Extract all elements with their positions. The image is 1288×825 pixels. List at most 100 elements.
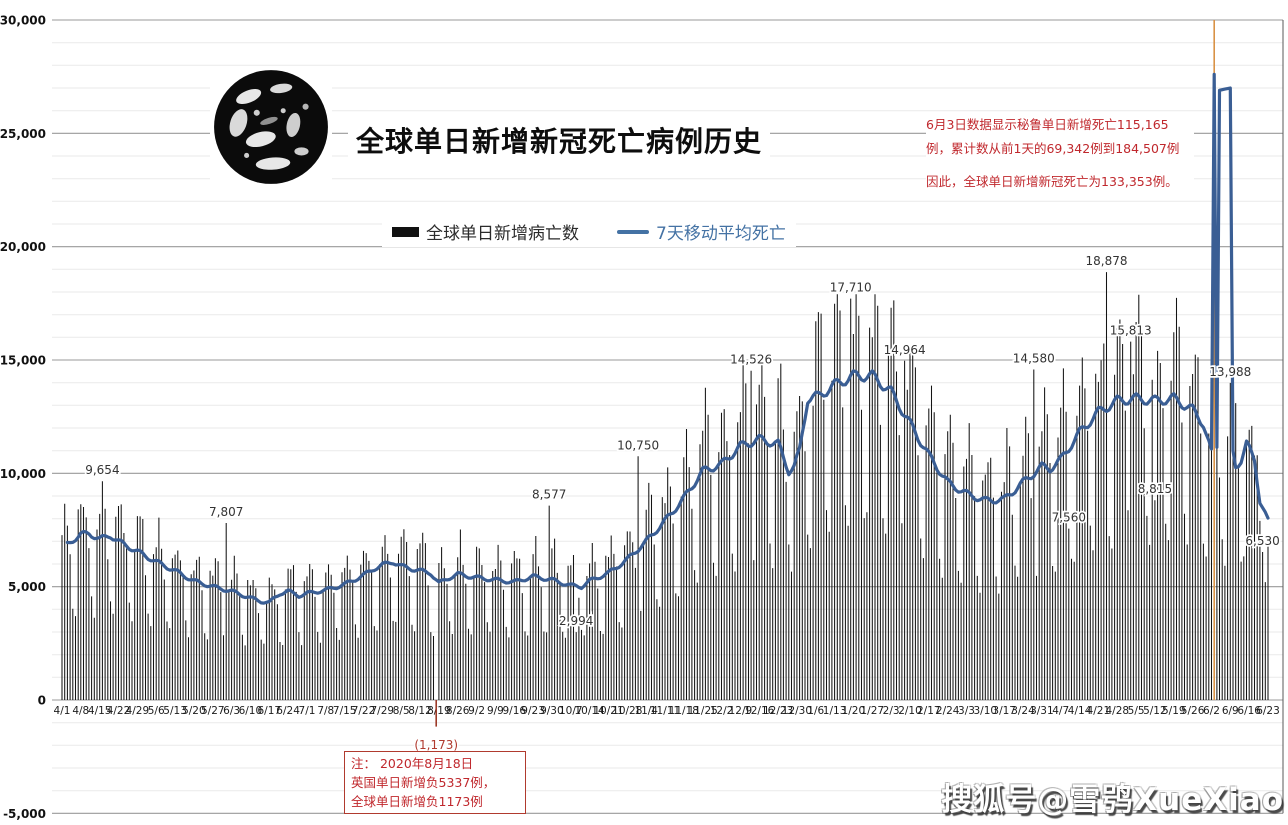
data-label: 10,750 bbox=[617, 438, 659, 452]
x-tick-label: 1/6 bbox=[807, 705, 824, 717]
line-series-swatch-icon bbox=[617, 229, 649, 234]
x-axis-labels: 4/1 4/84/154/224/295/65/135/205/276/36/10… bbox=[54, 705, 1280, 717]
sohu-watermark: 搜狐号@雪鸮XueXiao bbox=[941, 782, 1284, 818]
x-tick-label: 8/5 bbox=[393, 705, 410, 717]
x-tick-label: 2/24 bbox=[936, 705, 960, 717]
x-tick-label: 3/10 bbox=[974, 705, 998, 717]
data-label: 9,654 bbox=[85, 463, 119, 477]
x-tick-label: 5/19 bbox=[1162, 705, 1186, 717]
x-tick-label: 2/3 bbox=[883, 705, 900, 717]
x-tick-label: 10/14 bbox=[574, 705, 605, 717]
x-tick-label: 7/29 bbox=[371, 705, 395, 717]
bar-series-swatch-icon bbox=[392, 226, 419, 237]
x-tick-label: 4/14 bbox=[1068, 705, 1092, 717]
x-tick-label: 5/26 bbox=[1181, 705, 1205, 717]
data-label: 6,530 bbox=[1245, 534, 1279, 548]
data-label: 17,710 bbox=[830, 281, 872, 295]
data-label: 8,577 bbox=[532, 488, 566, 502]
y-tick-label: 20,000 bbox=[0, 240, 46, 254]
legend-item-bars: 全球单日新增病亡数 bbox=[392, 219, 579, 244]
x-tick-label: 12/16 bbox=[744, 705, 775, 717]
x-tick-label: 11/4 bbox=[634, 705, 658, 717]
data-label: 14,580 bbox=[1013, 352, 1055, 366]
x-tick-label: 8/19 bbox=[427, 705, 451, 717]
data-label: 13,988 bbox=[1209, 365, 1251, 379]
x-tick-label: 6/17 bbox=[258, 705, 282, 717]
x-tick-label: 11/18 bbox=[669, 705, 699, 717]
x-tick-label: 6/16 bbox=[1237, 705, 1261, 717]
x-tick-label: 2/10 bbox=[898, 705, 922, 717]
y-tick-label: 15,000 bbox=[0, 354, 46, 368]
x-tick-label: 12/9 bbox=[729, 705, 753, 717]
y-tick-label: 30,000 bbox=[0, 14, 46, 28]
x-tick-label: 9/23 bbox=[521, 705, 545, 717]
chart-legend: 全球单日新增病亡数 7天移动平均死亡 bbox=[382, 216, 796, 247]
annotation-line-1: 6月3日数据显示秘鲁单日新增死亡115,165 bbox=[926, 117, 1169, 132]
page-title: 全球单日新增新冠死亡病例历史 bbox=[348, 119, 771, 161]
x-tick-label: 9/2 bbox=[468, 705, 485, 717]
x-tick-label: 6/2 bbox=[1203, 705, 1220, 717]
legend-bars-label: 全球单日新增病亡数 bbox=[426, 224, 579, 244]
legend-item-ma: 7天移动平均死亡 bbox=[617, 219, 786, 244]
annotation-line-2: 例，累计数从前1天的69,342例到184,507例 bbox=[926, 141, 1180, 156]
note-line-3: 全球单日新增负1173例 bbox=[351, 794, 483, 809]
x-tick-label: 11/25 bbox=[688, 705, 718, 717]
x-tick-label: 12/30 bbox=[782, 705, 812, 717]
data-label: 7,807 bbox=[209, 505, 243, 519]
x-tick-label: 11/11 bbox=[650, 705, 680, 717]
data-label: 14,526 bbox=[730, 353, 772, 367]
x-tick-label: 6/9 bbox=[1222, 705, 1239, 717]
x-tick-label: 8/26 bbox=[446, 705, 470, 717]
x-tick-label: 1/27 bbox=[861, 705, 885, 717]
x-tick-label: 2/17 bbox=[917, 705, 941, 717]
x-tick-label: 1/20 bbox=[842, 705, 866, 717]
x-tick-label: 4/28 bbox=[1106, 705, 1130, 717]
bars-path bbox=[61, 272, 1269, 700]
x-tick-label: 5/12 bbox=[1143, 705, 1167, 717]
x-tick-label: 10/28 bbox=[612, 705, 642, 717]
x-tick-label: 12/23 bbox=[763, 705, 793, 717]
x-tick-label: 7/1 bbox=[299, 705, 316, 717]
x-tick-label: 5/6 bbox=[148, 705, 165, 717]
annotation-line-3: 因此，全球单日新增新冠死亡为133,353例。 bbox=[926, 174, 1178, 189]
x-tick-label: 4/8 bbox=[72, 705, 89, 717]
peru-data-annotation: 6月3日数据显示秘鲁单日新增死亡115,165 例，累计数从前1天的69,342… bbox=[926, 113, 1194, 194]
data-label: 14,964 bbox=[884, 343, 926, 357]
data-label: 18,878 bbox=[1086, 254, 1128, 268]
x-tick-label: 7/8 bbox=[317, 705, 334, 717]
x-tick-label: 1/13 bbox=[823, 705, 847, 717]
x-tick-label: 9/9 bbox=[487, 705, 504, 717]
x-tick-label: 3/17 bbox=[992, 705, 1016, 717]
x-tick-label: 4/1 bbox=[54, 705, 71, 717]
x-tick-label: 10/21 bbox=[593, 705, 623, 717]
x-tick-label: 3/31 bbox=[1030, 705, 1054, 717]
x-tick-label: 4/29 bbox=[126, 705, 150, 717]
x-tick-label: 5/27 bbox=[201, 705, 225, 717]
data-point-labels: 9,654 7,807 8,577 2,994 10,750 14,526 17,710 14… bbox=[83, 252, 1281, 753]
note-line-1: 注： 2020年8月18日 bbox=[351, 756, 474, 771]
x-tick-label: 7/22 bbox=[352, 705, 376, 717]
x-tick-label: 10/7 bbox=[559, 705, 583, 717]
x-tick-label: 12/2 bbox=[710, 705, 734, 717]
y-tick-label: 10,000 bbox=[0, 467, 46, 481]
moving-average-line bbox=[65, 72, 1270, 605]
x-tick-label: 6/3 bbox=[223, 705, 240, 717]
data-label: 7,560 bbox=[1052, 511, 1086, 525]
x-tick-label: 4/7 bbox=[1052, 705, 1069, 717]
ma-polyline bbox=[65, 72, 1270, 605]
y-axis-labels: -5,000 0 5,000 10,000 15,000 20,000 25,000 30,0… bbox=[0, 14, 46, 821]
x-tick-label: 5/5 bbox=[1128, 705, 1145, 717]
x-tick-label: 6/23 bbox=[1256, 705, 1280, 717]
x-tick-label: 3/3 bbox=[958, 705, 975, 717]
negative-data-label: (1,173) bbox=[414, 738, 458, 752]
data-label: 8,815 bbox=[1138, 482, 1172, 496]
data-label: 2,994 bbox=[559, 614, 593, 628]
x-tick-label: 4/22 bbox=[107, 705, 131, 717]
x-tick-label: 4/15 bbox=[88, 705, 112, 717]
x-tick-label: 3/24 bbox=[1011, 705, 1035, 717]
x-tick-label: 5/13 bbox=[163, 705, 187, 717]
negative-value-note-box: 注： 2020年8月18日 英国单日新增负5337例， 全球单日新增负1173例 bbox=[344, 751, 526, 814]
y-tick-label: -5,000 bbox=[3, 807, 46, 821]
x-tick-label: 9/16 bbox=[503, 705, 527, 717]
